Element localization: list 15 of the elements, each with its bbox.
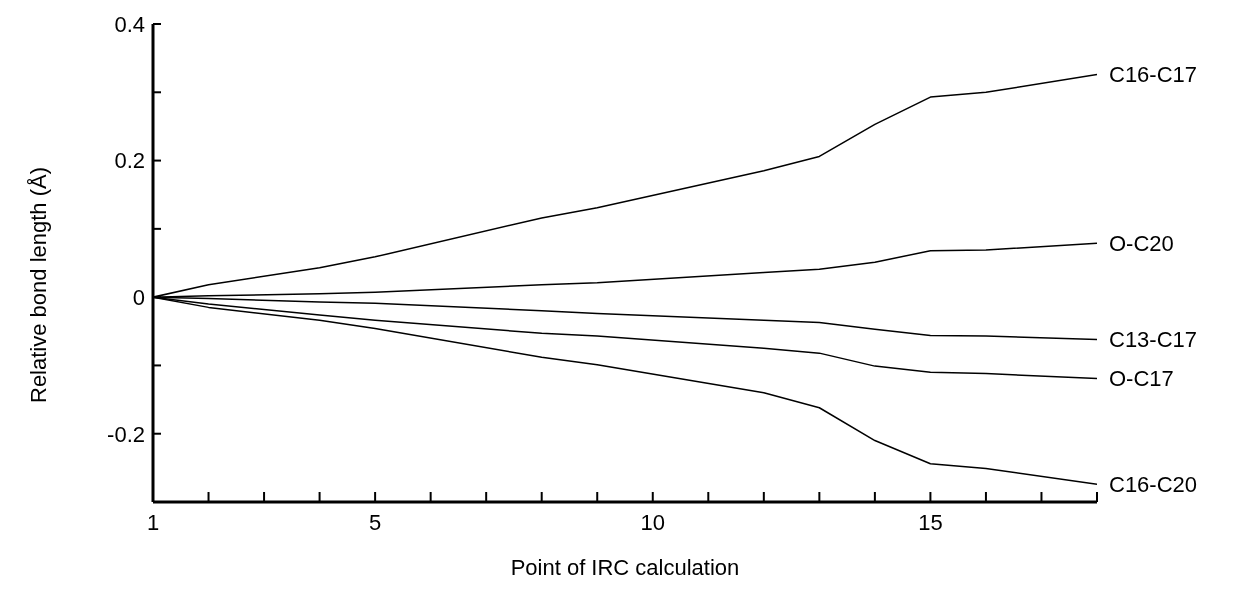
series-label: C13-C17 xyxy=(1109,326,1198,352)
x-axis-title: Point of IRC calculation xyxy=(510,555,740,580)
x-tick-label: 10 xyxy=(640,509,666,535)
y-tick-label: 0 xyxy=(132,284,145,310)
series-label: C16-C17 xyxy=(1109,62,1198,88)
series-label: C16-C20 xyxy=(1109,471,1198,497)
series-label: O-C17 xyxy=(1109,365,1174,391)
x-tick-label: 15 xyxy=(918,509,943,535)
y-tick-label: 0.2 xyxy=(114,148,145,174)
y-tick-label: 0.4 xyxy=(114,11,145,37)
x-tick-label: 5 xyxy=(368,509,382,535)
y-tick-label: -0.2 xyxy=(107,421,145,447)
series-label: O-C20 xyxy=(1109,230,1174,256)
x-tick-label: 1 xyxy=(146,509,160,535)
y-axis-title: Relative bond length (Å) xyxy=(25,166,51,403)
